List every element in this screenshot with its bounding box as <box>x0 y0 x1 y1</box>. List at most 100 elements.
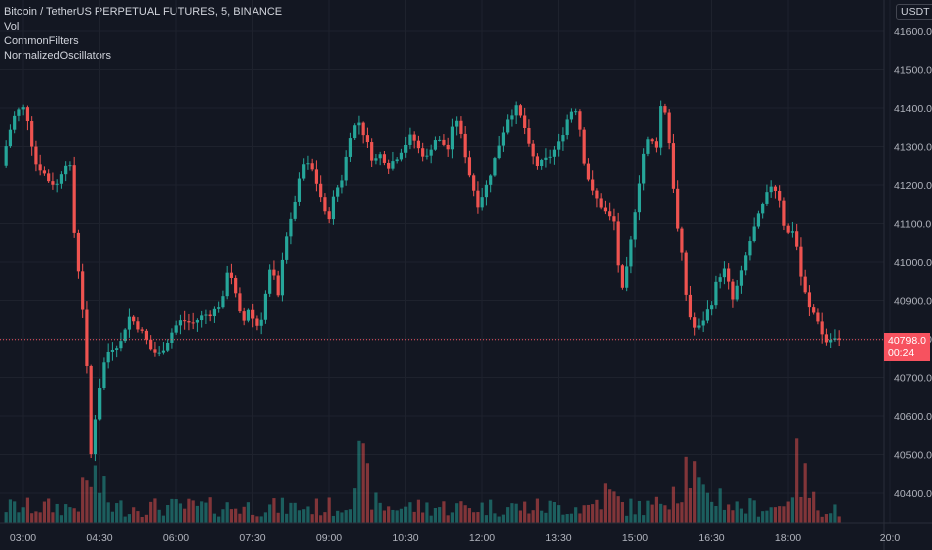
candle-body <box>472 175 476 191</box>
volume-bar <box>833 504 837 523</box>
volume-bar <box>166 504 170 523</box>
volume-bar <box>535 498 540 523</box>
volume-bar <box>442 501 446 523</box>
candle-body <box>433 140 438 150</box>
candle-body <box>616 221 620 266</box>
volume-bar <box>501 514 506 523</box>
volume-bar <box>727 504 731 523</box>
volume-bar <box>625 515 629 523</box>
time-axis[interactable]: 03:00 04:30 06:00 07:30 09:00 10:30 12:00 13:30… <box>0 522 932 544</box>
volume-bar <box>348 509 353 523</box>
volume-bar <box>446 515 450 523</box>
volume-bar <box>149 501 153 523</box>
volume-bar <box>676 503 680 523</box>
candle-body <box>217 307 221 309</box>
candle-body <box>361 122 365 136</box>
time-tick-label: 13:30 <box>545 532 571 544</box>
volume-bar <box>765 510 769 523</box>
candle-body <box>4 146 8 166</box>
volume-bar <box>544 512 548 523</box>
volume-bar <box>510 503 514 523</box>
candle-body <box>718 277 722 282</box>
volume-bar <box>620 502 625 523</box>
candle-body <box>518 105 523 116</box>
candle-body <box>195 320 200 323</box>
indicator-normalized-oscillators[interactable]: NormalizedOscillators <box>4 49 111 62</box>
volume-bar <box>552 501 557 523</box>
candle-body <box>174 325 178 333</box>
volume-bar <box>646 500 650 523</box>
price-axis[interactable]: 41600.0 41500.0 41400.0 41300.0 41200.0 41100… <box>883 0 932 550</box>
volume-bar <box>336 510 340 523</box>
price-tick-label: 41200.0 <box>894 180 932 192</box>
candle-body <box>612 216 616 222</box>
volume-bar <box>157 509 161 523</box>
volume-bar <box>667 509 671 523</box>
candle-body <box>480 197 484 208</box>
candle-body <box>829 339 833 343</box>
volume-bar <box>710 501 714 523</box>
candle-body <box>98 388 102 420</box>
volume-bar <box>489 499 493 523</box>
volume-bar <box>293 502 297 523</box>
candle-body <box>586 163 591 180</box>
volume-bar <box>718 488 722 523</box>
candle-body <box>234 277 238 294</box>
volume-bar <box>365 463 370 523</box>
volume-bar <box>174 499 178 523</box>
volume-bar <box>221 509 225 523</box>
candle-body <box>187 321 191 323</box>
volume-bar <box>306 506 310 523</box>
volume-bar <box>404 506 408 523</box>
candle-body <box>523 115 527 128</box>
candle-body <box>654 141 659 148</box>
volume-bar <box>123 516 127 523</box>
candle-body <box>663 106 667 113</box>
volume-bar <box>59 515 64 523</box>
volume-bar <box>225 502 229 523</box>
candle-body <box>565 119 569 136</box>
price-tick-label: 40400.0 <box>894 488 932 500</box>
volume-bar <box>735 501 739 523</box>
volume-bar <box>127 514 132 523</box>
time-tick-label: 09:00 <box>316 532 342 544</box>
indicator-vol[interactable]: Vol <box>4 20 20 33</box>
volume-bar <box>493 513 497 523</box>
candle-body <box>323 197 327 212</box>
candle-body <box>727 268 731 282</box>
candle-body <box>680 228 684 253</box>
volume-bar <box>569 513 574 523</box>
volume-bar <box>187 498 191 523</box>
volume-bar <box>153 498 157 523</box>
volume-bar <box>285 513 289 523</box>
volume-bar <box>229 509 234 523</box>
volume-bar <box>748 498 752 523</box>
volume-bar <box>251 514 255 523</box>
candle-body <box>459 120 463 134</box>
volume-bar <box>616 496 620 523</box>
volume-bar <box>314 498 319 523</box>
volume-bar <box>599 509 603 523</box>
candle-body <box>807 292 812 308</box>
candle-body <box>569 111 574 120</box>
candle-body <box>115 348 119 350</box>
price-tick-label: 40600.0 <box>894 411 932 423</box>
volume-bar <box>68 507 72 523</box>
candle-body <box>272 269 276 276</box>
volume-bar <box>586 504 591 523</box>
volume-bar <box>527 513 531 523</box>
volume-bar <box>608 489 612 523</box>
candle-body <box>416 140 421 149</box>
candle-body <box>765 192 769 204</box>
candle-body <box>123 329 127 342</box>
volume-bar <box>395 510 399 523</box>
candle-body <box>302 164 306 179</box>
candle-body <box>803 276 807 293</box>
candle-body <box>51 181 55 185</box>
candle-body <box>76 232 81 272</box>
symbol-title[interactable]: Bitcoin / TetherUS PERPETUAL FUTURES, 5,… <box>4 6 283 18</box>
volume-bar <box>425 502 429 523</box>
currency-badge[interactable]: USDT <box>896 4 932 20</box>
volume-bar <box>200 501 204 523</box>
